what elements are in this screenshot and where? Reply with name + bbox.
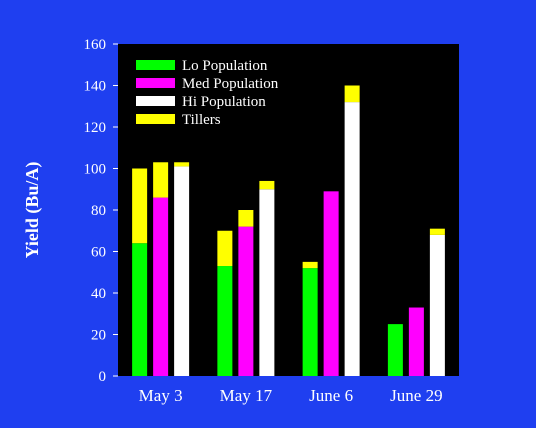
x-tick-label: May 17	[220, 386, 273, 405]
legend-label: Lo Population	[182, 58, 268, 74]
bar-med-population	[238, 226, 254, 376]
bars-layer	[132, 85, 445, 376]
bar-tillers	[153, 162, 169, 198]
legend-swatch	[136, 60, 175, 70]
bar-tillers	[259, 180, 275, 190]
bar-lo-population	[132, 243, 148, 376]
legend-swatch	[136, 96, 175, 106]
bar-hi-population	[344, 102, 360, 376]
bar-tillers	[429, 228, 445, 235]
y-tick-label: 0	[99, 369, 107, 385]
y-axis-label: Yield (Bu/A)	[22, 162, 43, 259]
bar-hi-population	[259, 189, 275, 376]
y-tick-label: 60	[91, 245, 106, 261]
bar-tillers	[132, 168, 148, 244]
bar-hi-population	[174, 166, 190, 376]
legend-swatch	[136, 114, 175, 124]
x-tick-label: May 3	[139, 386, 183, 405]
legend-label: Tillers	[182, 112, 221, 128]
plot-area	[118, 44, 459, 376]
bar-lo-population	[302, 268, 318, 376]
y-tick-label: 160	[84, 37, 107, 53]
y-tick-label: 140	[84, 79, 107, 95]
legend: Lo Population Med Population Hi Population…	[136, 58, 279, 128]
legend-swatch	[136, 78, 175, 88]
x-axis: May 3 May 17 June 6 June 29	[139, 386, 443, 405]
y-tick-label: 40	[91, 286, 106, 302]
y-tick-label: 20	[91, 328, 106, 344]
bar-tillers	[174, 162, 190, 167]
x-tick-label: June 29	[390, 386, 442, 405]
y-tick-label: 80	[91, 203, 106, 219]
bar-med-population	[408, 307, 424, 376]
bar-hi-population	[429, 234, 445, 376]
bar-med-population	[153, 197, 169, 376]
y-tick-label: 100	[84, 162, 107, 178]
bar-tillers	[217, 230, 233, 267]
y-tick-label: 120	[84, 120, 107, 136]
legend-label: Med Population	[182, 76, 279, 92]
bar-tillers	[238, 210, 254, 227]
bar-lo-population	[387, 324, 403, 376]
bar-tillers	[344, 85, 360, 103]
x-tick-label: June 6	[309, 386, 353, 405]
bar-tillers	[302, 261, 318, 269]
legend-label: Hi Population	[182, 94, 266, 110]
bar-med-population	[323, 191, 339, 376]
y-axis: 0 20 40 60 80 100 120 140 160	[84, 37, 118, 385]
bar-lo-population	[217, 266, 233, 376]
